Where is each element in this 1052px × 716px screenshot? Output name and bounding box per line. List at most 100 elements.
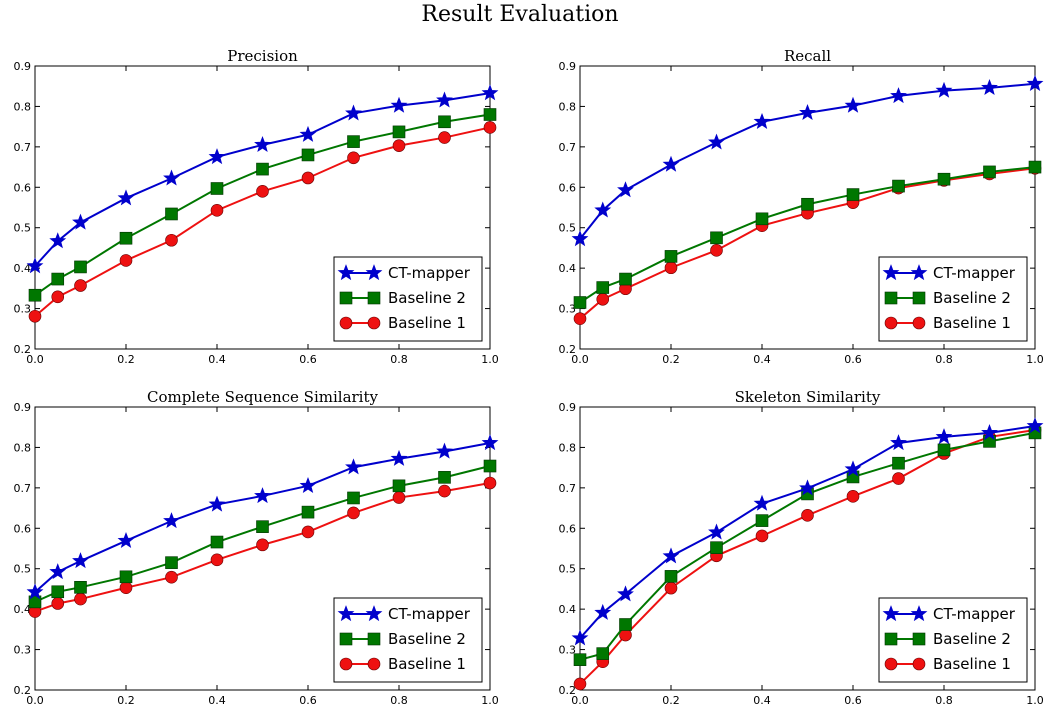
- y-tick-label: 0.4: [14, 262, 32, 275]
- data-point: [710, 244, 723, 257]
- data-point: [844, 96, 862, 113]
- legend-marker: [365, 264, 383, 281]
- legend-marker: [884, 316, 898, 330]
- data-point: [165, 556, 178, 569]
- data-point: [935, 81, 953, 98]
- data-point: [117, 531, 135, 548]
- x-tick-label: 1.0: [481, 353, 499, 366]
- data-point: [571, 230, 589, 247]
- y-tick-label: 0.3: [14, 644, 32, 657]
- y-tick-label: 0.8: [14, 100, 32, 113]
- data-point: [210, 553, 224, 567]
- x-tick-label: 1.0: [1026, 353, 1044, 366]
- legend-item: Baseline 1: [884, 314, 1011, 332]
- legend-label: Baseline 1: [388, 314, 466, 332]
- legend-label: Baseline 1: [933, 655, 1011, 673]
- legend: CT-mapper Baseline 2 Baseline 1: [878, 597, 1028, 683]
- y-tick-label: 0.4: [559, 603, 577, 616]
- y-tick-label: 0.3: [559, 644, 577, 657]
- data-point: [301, 171, 315, 185]
- y-tick-label: 0.6: [559, 181, 577, 194]
- data-point: [390, 96, 408, 113]
- data-point: [254, 487, 271, 504]
- data-point: [890, 434, 907, 451]
- legend-label: Baseline 2: [933, 630, 1011, 648]
- legend-marker: [367, 291, 381, 305]
- series-line: [34, 441, 491, 593]
- data-point: [392, 125, 406, 139]
- data-point: [664, 250, 678, 263]
- data-point: [347, 151, 360, 165]
- legend-label: CT-mapper: [388, 605, 471, 623]
- data-point: [799, 104, 816, 121]
- data-point: [573, 296, 587, 309]
- legend-item: CT-mapper: [882, 605, 1016, 623]
- x-tick-label: 0.2: [662, 353, 680, 366]
- legend-label: Baseline 2: [388, 630, 466, 648]
- x-tick-label: 0.4: [753, 694, 771, 707]
- data-point: [892, 472, 905, 485]
- data-point: [72, 552, 89, 569]
- data-point: [481, 84, 499, 101]
- y-tick-label: 0.7: [14, 141, 32, 154]
- series-ct-mapper: [571, 74, 1044, 247]
- data-point: [937, 443, 951, 457]
- x-tick-label: 0.8: [935, 353, 953, 366]
- legend-marker: [910, 264, 928, 281]
- data-point: [210, 204, 224, 217]
- data-point: [935, 428, 953, 445]
- data-point: [299, 476, 317, 493]
- y-tick-label: 0.5: [559, 563, 577, 576]
- x-tick-label: 0.4: [208, 694, 226, 707]
- data-point: [983, 165, 996, 179]
- data-point: [28, 288, 42, 302]
- legend-item: Baseline 2: [339, 289, 466, 307]
- data-point: [596, 281, 610, 294]
- legend-label: CT-mapper: [933, 264, 1016, 282]
- y-tick-label: 0.2: [559, 684, 577, 697]
- data-point: [753, 494, 771, 511]
- data-point: [347, 506, 360, 520]
- panel-title: Skeleton Similarity: [735, 388, 881, 406]
- legend-label: CT-mapper: [388, 264, 471, 282]
- data-point: [163, 169, 180, 186]
- legend: CT-mapper Baseline 2 Baseline 1: [333, 256, 483, 342]
- legend-marker: [884, 657, 898, 671]
- data-point: [573, 312, 587, 325]
- data-point: [844, 460, 862, 477]
- data-point: [254, 135, 271, 152]
- data-point: [799, 479, 816, 496]
- series-baseline-2: [28, 108, 497, 302]
- data-point: [708, 133, 725, 150]
- data-point: [256, 185, 269, 198]
- legend-marker: [912, 657, 926, 671]
- legend-item: CT-mapper: [337, 605, 471, 623]
- data-point: [664, 261, 678, 275]
- data-point: [846, 188, 860, 201]
- y-tick-label: 0.4: [14, 603, 32, 616]
- y-tick-label: 0.6: [14, 522, 32, 535]
- series-baseline-1: [28, 121, 497, 323]
- data-point: [210, 535, 224, 549]
- y-tick-label: 0.9: [14, 401, 32, 414]
- data-point: [892, 179, 905, 193]
- y-tick-label: 0.5: [14, 563, 32, 576]
- x-tick-label: 0.6: [299, 353, 317, 366]
- data-point: [753, 112, 771, 129]
- data-point: [573, 653, 587, 666]
- data-point: [664, 581, 678, 595]
- series-baseline-2: [573, 160, 1042, 309]
- x-tick-label: 1.0: [481, 694, 499, 707]
- series-ct-mapper: [571, 417, 1044, 646]
- series-ct-mapper: [26, 84, 499, 274]
- data-point: [74, 260, 87, 274]
- data-point: [256, 162, 269, 176]
- data-point: [617, 181, 634, 198]
- x-tick-label: 0.6: [299, 694, 317, 707]
- legend-marker: [365, 605, 383, 622]
- y-tick-label: 0.9: [559, 60, 577, 73]
- legend-label: Baseline 2: [933, 289, 1011, 307]
- data-point: [483, 121, 497, 134]
